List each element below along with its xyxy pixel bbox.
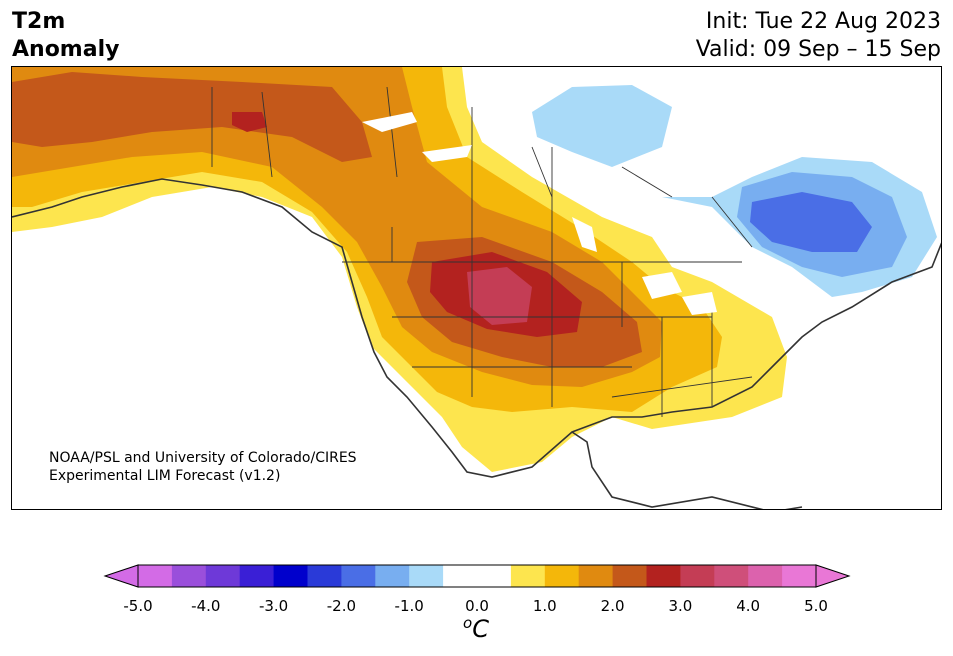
colorbar-segment bbox=[612, 565, 647, 587]
unit-superscript: o bbox=[463, 614, 473, 632]
colorbar-segment bbox=[409, 565, 444, 587]
anomaly-blue-region bbox=[750, 192, 872, 252]
valid-dates: Valid: 09 Sep – 15 Sep bbox=[695, 37, 941, 62]
credit-line-2: Experimental LIM Forecast (v1.2) bbox=[49, 468, 281, 484]
anomaly-rose-region bbox=[467, 267, 532, 325]
credit-text: NOAA/PSL and University of Colorado/CIRE… bbox=[49, 449, 357, 485]
colorbar-segment bbox=[544, 565, 580, 587]
colorbar-tick-label: -5.0 bbox=[123, 597, 153, 615]
colorbar-segment bbox=[680, 565, 715, 587]
colorbar-segment bbox=[375, 565, 410, 587]
colorbar-segment bbox=[138, 565, 173, 587]
credit-line-1: NOAA/PSL and University of Colorado/CIRE… bbox=[49, 450, 357, 466]
colorbar-under-arrow bbox=[103, 564, 139, 588]
colorbar-segments bbox=[138, 565, 817, 587]
map-title: T2m Anomaly bbox=[12, 8, 119, 64]
colorbar-segment bbox=[646, 565, 681, 587]
map-svg bbox=[12, 67, 941, 509]
canada-provinces bbox=[211, 86, 753, 248]
colorbar-segment bbox=[748, 565, 783, 587]
colorbar-segment bbox=[205, 565, 241, 587]
coastline bbox=[12, 178, 941, 509]
state-borders bbox=[342, 147, 753, 417]
colorbar-tick-label: -3.0 bbox=[258, 597, 289, 615]
colorbar-outline bbox=[137, 564, 817, 588]
title-line-1: T2m bbox=[12, 9, 66, 34]
colorbar-tick-label: -2.0 bbox=[326, 597, 357, 615]
forecast-dates: Init: Tue 22 Aug 2023 Valid: 09 Sep – 15… bbox=[696, 8, 941, 64]
colorbar-tick-label: 0.0 bbox=[465, 597, 489, 615]
colorbar-tick-label: 3.0 bbox=[668, 597, 693, 615]
colorbar-segment bbox=[510, 565, 546, 587]
colorbar-tick-label: 5.0 bbox=[804, 597, 828, 615]
colorbar-segment bbox=[239, 565, 275, 587]
init-date: Init: Tue 22 Aug 2023 bbox=[705, 9, 941, 34]
colorbar-tick-label: 2.0 bbox=[600, 597, 625, 615]
colorbar-segment bbox=[273, 565, 308, 587]
colorbar-tick-label: 4.0 bbox=[736, 597, 761, 615]
unit-base: C bbox=[472, 615, 489, 643]
colorbar-segment bbox=[477, 565, 512, 587]
anomaly-map bbox=[11, 66, 942, 510]
colorbar-segment bbox=[341, 565, 376, 587]
colorbar-tick-label: -4.0 bbox=[191, 597, 221, 615]
colorbar-segment bbox=[578, 565, 614, 587]
colorbar-segment bbox=[171, 565, 207, 587]
colorbar-segment bbox=[307, 565, 342, 587]
colorbar-over-arrow bbox=[815, 564, 851, 588]
title-line-2: Anomaly bbox=[12, 37, 120, 62]
colorbar-unit: oC bbox=[463, 614, 489, 643]
colorbar-segment bbox=[714, 565, 749, 587]
colorbar bbox=[103, 564, 851, 588]
colorbar-segment bbox=[782, 565, 817, 587]
colorbar-tick-label: 1.0 bbox=[532, 597, 557, 615]
colorbar-segment bbox=[443, 565, 478, 587]
colorbar-tick-label: -1.0 bbox=[394, 597, 424, 615]
